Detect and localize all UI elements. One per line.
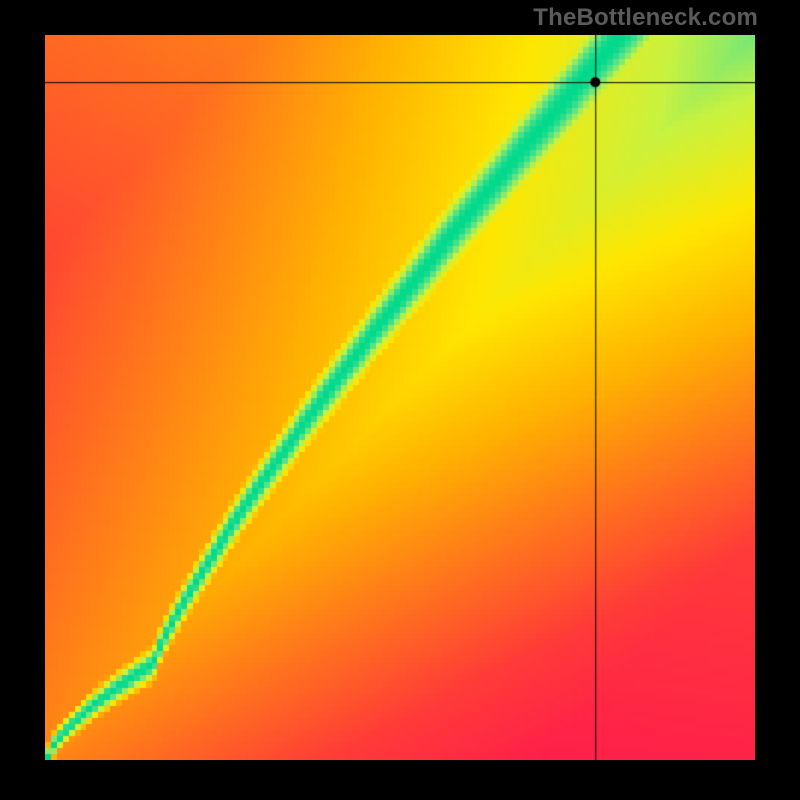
bottleneck-heatmap bbox=[45, 35, 755, 760]
watermark-text: TheBottleneck.com bbox=[533, 4, 758, 32]
chart-container: TheBottleneck.com bbox=[0, 0, 800, 800]
